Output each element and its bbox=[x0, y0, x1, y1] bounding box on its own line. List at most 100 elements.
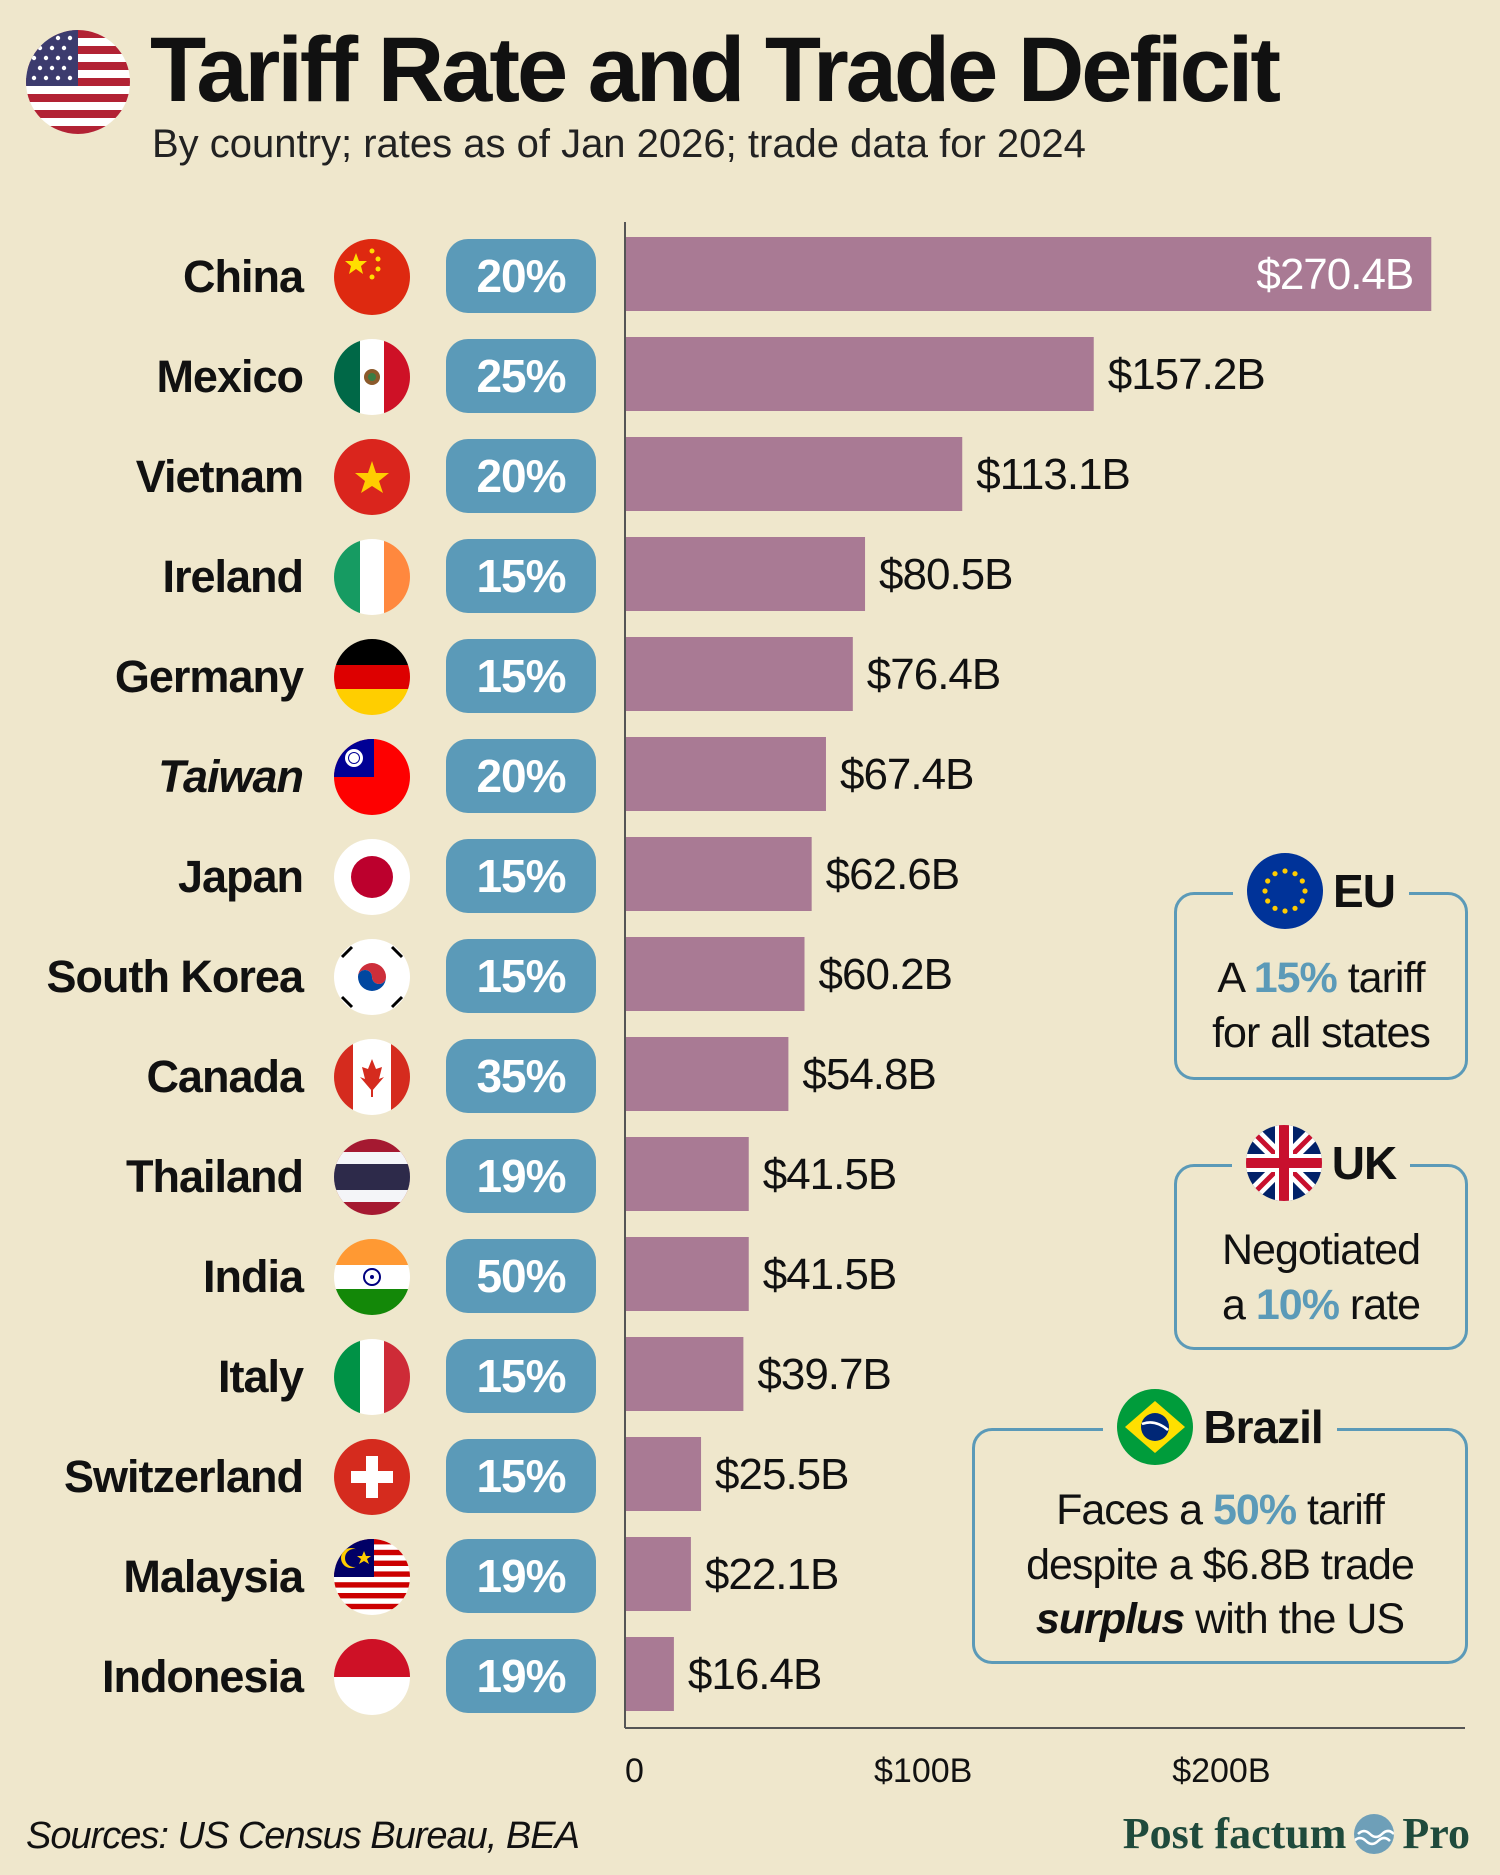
wave-logo-icon bbox=[1354, 1813, 1395, 1854]
brazil-emphasis-surplus: surplus bbox=[1035, 1595, 1185, 1644]
brand-suffix: Pro bbox=[1402, 1809, 1470, 1858]
country-label: Switzerland bbox=[63, 1451, 304, 1502]
table-row: Malaysia 19% bbox=[0, 1537, 1500, 1617]
tariff-rate-badge: 15% bbox=[446, 639, 596, 713]
brazil-callout-name: Brazil bbox=[1203, 1401, 1323, 1453]
table-row: Thailand 19% bbox=[0, 1137, 1500, 1217]
country-label: Vietnam bbox=[135, 451, 304, 502]
table-row: Indonesia 19% bbox=[0, 1637, 1500, 1717]
switzerland-flag-icon bbox=[334, 1439, 410, 1515]
table-row: South Korea 15% bbox=[0, 937, 1500, 1017]
country-label: Germany bbox=[114, 651, 304, 702]
brazil-text-part: with the US bbox=[1184, 1595, 1405, 1644]
italy-flag-icon bbox=[334, 1339, 410, 1415]
eu-callout-name: EU bbox=[1333, 865, 1396, 917]
table-row: Switzerland 15% bbox=[0, 1437, 1500, 1517]
table-row: China 20% bbox=[0, 237, 1500, 317]
tariff-rate-badge: 20% bbox=[446, 239, 596, 313]
taiwan-flag-icon bbox=[334, 739, 410, 815]
table-row: India 50% bbox=[0, 1237, 1500, 1317]
table-row: Vietnam 20% bbox=[0, 437, 1500, 517]
uk-callout-text: Negotiated a 10% rate bbox=[1177, 1223, 1465, 1332]
tariff-rate-badge: 19% bbox=[446, 1539, 596, 1613]
x-tick-label: 0 bbox=[625, 1752, 644, 1790]
country-label: Thailand bbox=[125, 1151, 304, 1202]
uk-text-part: a bbox=[1222, 1280, 1256, 1329]
mexico-flag-icon bbox=[334, 339, 410, 415]
country-label: Italy bbox=[217, 1351, 304, 1402]
eu-text-line2: for all states bbox=[1212, 1008, 1431, 1057]
tariff-rate-badge: 20% bbox=[446, 739, 596, 813]
brand-name: Post factum bbox=[1122, 1809, 1347, 1858]
table-row: Japan 15% bbox=[0, 837, 1500, 917]
country-label: India bbox=[202, 1251, 304, 1302]
table-row: Italy 15% bbox=[0, 1337, 1500, 1417]
us-flag-icon bbox=[26, 30, 130, 134]
china-flag-icon bbox=[334, 239, 410, 315]
eu-text-part: A bbox=[1217, 954, 1254, 1002]
country-label: Indonesia bbox=[101, 1651, 304, 1702]
table-row: Ireland 15% bbox=[0, 537, 1500, 617]
ireland-flag-icon bbox=[334, 539, 410, 615]
vietnam-flag-icon bbox=[334, 439, 410, 515]
x-tick-label: $100B bbox=[874, 1752, 972, 1790]
page-title: Tariff Rate and Trade Deficit bbox=[150, 19, 1281, 121]
brazil-text-part: tariff bbox=[1296, 1486, 1385, 1534]
eu-highlight-rate: 15% bbox=[1253, 954, 1338, 1002]
table-row: Germany 15% bbox=[0, 637, 1500, 717]
tariff-rate-badge: 35% bbox=[446, 1039, 596, 1113]
country-label: Taiwan bbox=[158, 751, 304, 802]
tariff-rate-badge: 15% bbox=[446, 539, 596, 613]
germany-flag-icon bbox=[334, 639, 410, 715]
indonesia-flag-icon bbox=[334, 1639, 410, 1715]
brazil-text-part: Faces a bbox=[1056, 1486, 1213, 1534]
page-subtitle: By country; rates as of Jan 2026; trade … bbox=[152, 122, 1086, 166]
table-row: Canada 35% bbox=[0, 1037, 1500, 1117]
brazil-callout-text: Faces a 50% tariff despite a $6.8B trade… bbox=[975, 1483, 1465, 1647]
tariff-rate-badge: 19% bbox=[446, 1639, 596, 1713]
uk-text-line1: Negotiated bbox=[1222, 1226, 1421, 1274]
brazil-callout: Brazil Faces a 50% tariff despite a $6.8… bbox=[972, 1389, 1468, 1664]
uk-callout-name: UK bbox=[1331, 1137, 1397, 1189]
tariff-rate-badge: 15% bbox=[446, 1439, 596, 1513]
brazil-flag-icon bbox=[1117, 1389, 1194, 1465]
uk-callout-header: UK bbox=[1177, 1125, 1465, 1201]
uk-callout: UK Negotiated a 10% rate bbox=[1174, 1125, 1468, 1350]
malaysia-flag-icon bbox=[334, 1539, 410, 1615]
country-label: South Korea bbox=[46, 951, 304, 1002]
country-label: Japan bbox=[177, 851, 304, 902]
tariff-rate-badge: 15% bbox=[446, 839, 596, 913]
tariff-rate-badge: 20% bbox=[446, 439, 596, 513]
tariff-rate-badge: 15% bbox=[446, 939, 596, 1013]
uk-text-part: rate bbox=[1338, 1280, 1421, 1329]
country-label: Malaysia bbox=[123, 1551, 304, 1602]
eu-callout-header: EU bbox=[1177, 853, 1465, 929]
brazil-callout-header: Brazil bbox=[975, 1389, 1465, 1465]
eu-callout-text: A 15% tariff for all states bbox=[1177, 951, 1465, 1060]
x-tick-label: $200B bbox=[1172, 1752, 1270, 1790]
brazil-highlight-rate: 50% bbox=[1213, 1486, 1297, 1534]
country-label: China bbox=[182, 251, 304, 302]
japan-flag-icon bbox=[334, 839, 410, 915]
thailand-flag-icon bbox=[334, 1139, 410, 1215]
source-note: Sources: US Census Bureau, BEA bbox=[26, 1815, 580, 1857]
brazil-text-line2: despite a $6.8B trade bbox=[1026, 1540, 1415, 1589]
south-korea-flag-icon bbox=[334, 939, 410, 1015]
india-flag-icon bbox=[334, 1239, 410, 1315]
eu-callout: EU A 15% tariff for all states bbox=[1174, 853, 1468, 1080]
table-row: Mexico 25% bbox=[0, 337, 1500, 417]
tariff-rate-badge: 50% bbox=[446, 1239, 596, 1313]
tariff-rate-badge: 25% bbox=[446, 339, 596, 413]
table-row: Taiwan 20% bbox=[0, 737, 1500, 817]
tariff-rate-badge: 15% bbox=[446, 1339, 596, 1413]
brand-logo: Post factum Pro bbox=[1123, 1808, 1470, 1859]
uk-highlight-rate: 10% bbox=[1255, 1280, 1340, 1329]
country-label: Mexico bbox=[156, 351, 304, 402]
country-label: Canada bbox=[146, 1051, 304, 1102]
country-label: Ireland bbox=[162, 551, 304, 602]
canada-flag-icon bbox=[334, 1039, 410, 1115]
uk-flag-icon bbox=[1245, 1125, 1322, 1201]
eu-text-part: tariff bbox=[1336, 954, 1426, 1002]
eu-flag-icon bbox=[1247, 853, 1324, 929]
tariff-rate-badge: 19% bbox=[446, 1139, 596, 1213]
